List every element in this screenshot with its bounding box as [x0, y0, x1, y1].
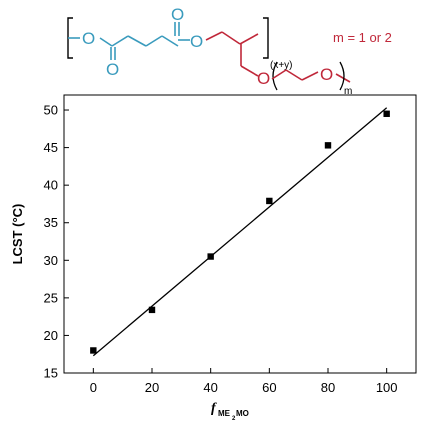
x-axis-label-sub2: 2 [232, 416, 236, 422]
data-point [324, 142, 332, 149]
x-tick-label: 100 [376, 380, 398, 395]
oxygen-3: O [171, 5, 184, 24]
x-axis-label-main: f [211, 401, 217, 416]
right-bracket [263, 17, 269, 59]
x-tick-label: 20 [145, 380, 159, 395]
backbone [205, 31, 259, 77]
x-axis-label: f ME 2 MO [211, 401, 249, 422]
x-axis-label-sub3: MO [236, 409, 249, 418]
y-tick-label: 50 [44, 103, 58, 118]
data-point [207, 253, 214, 260]
oxygen-4: O [190, 32, 203, 51]
oxygen-5: O [257, 69, 270, 88]
side-chain [271, 69, 351, 83]
y-tick-label: 15 [44, 366, 58, 381]
data-point [90, 347, 97, 354]
plot-frame [63, 94, 417, 374]
y-tick-label: 20 [44, 328, 58, 343]
oxygen-6: O [320, 65, 333, 84]
m-note: m = 1 or 2 [333, 30, 392, 45]
data-points [90, 110, 390, 354]
oxygen-1: O [82, 29, 95, 48]
y-axis: 15 20 25 30 35 40 45 50 [44, 103, 69, 381]
x-axis-label-sub1: ME [218, 409, 231, 418]
plot-area [63, 94, 417, 374]
y-tick-label: 30 [44, 253, 58, 268]
fit-line [92, 107, 388, 357]
y-tick-label: 25 [44, 290, 58, 305]
y-tick-label: 35 [44, 215, 58, 230]
side-paren-right [339, 61, 345, 91]
y-tick-label: 45 [44, 140, 58, 155]
x-tick-label: 0 [90, 380, 97, 395]
oxygen-2: O [106, 60, 119, 79]
chemical-structure: O O O O (x+y) O O m m = 1 or 2 [67, 5, 392, 97]
y-tick-label: 40 [44, 178, 58, 193]
side-paren-left [272, 61, 278, 91]
data-point [383, 110, 390, 117]
x-tick-label: 80 [321, 380, 335, 395]
x-tick-label: 60 [262, 380, 276, 395]
x-tick-label: 40 [203, 380, 217, 395]
data-point [266, 197, 273, 205]
succinate-block [68, 22, 190, 60]
y-axis-label: LCST (°C) [10, 204, 25, 265]
side-subscript: m [344, 86, 352, 97]
data-point [148, 306, 156, 314]
x-axis: 0 20 40 60 80 100 [90, 368, 398, 395]
fit-line-group [92, 107, 388, 357]
repeat-subscript: (x+y) [270, 60, 293, 71]
